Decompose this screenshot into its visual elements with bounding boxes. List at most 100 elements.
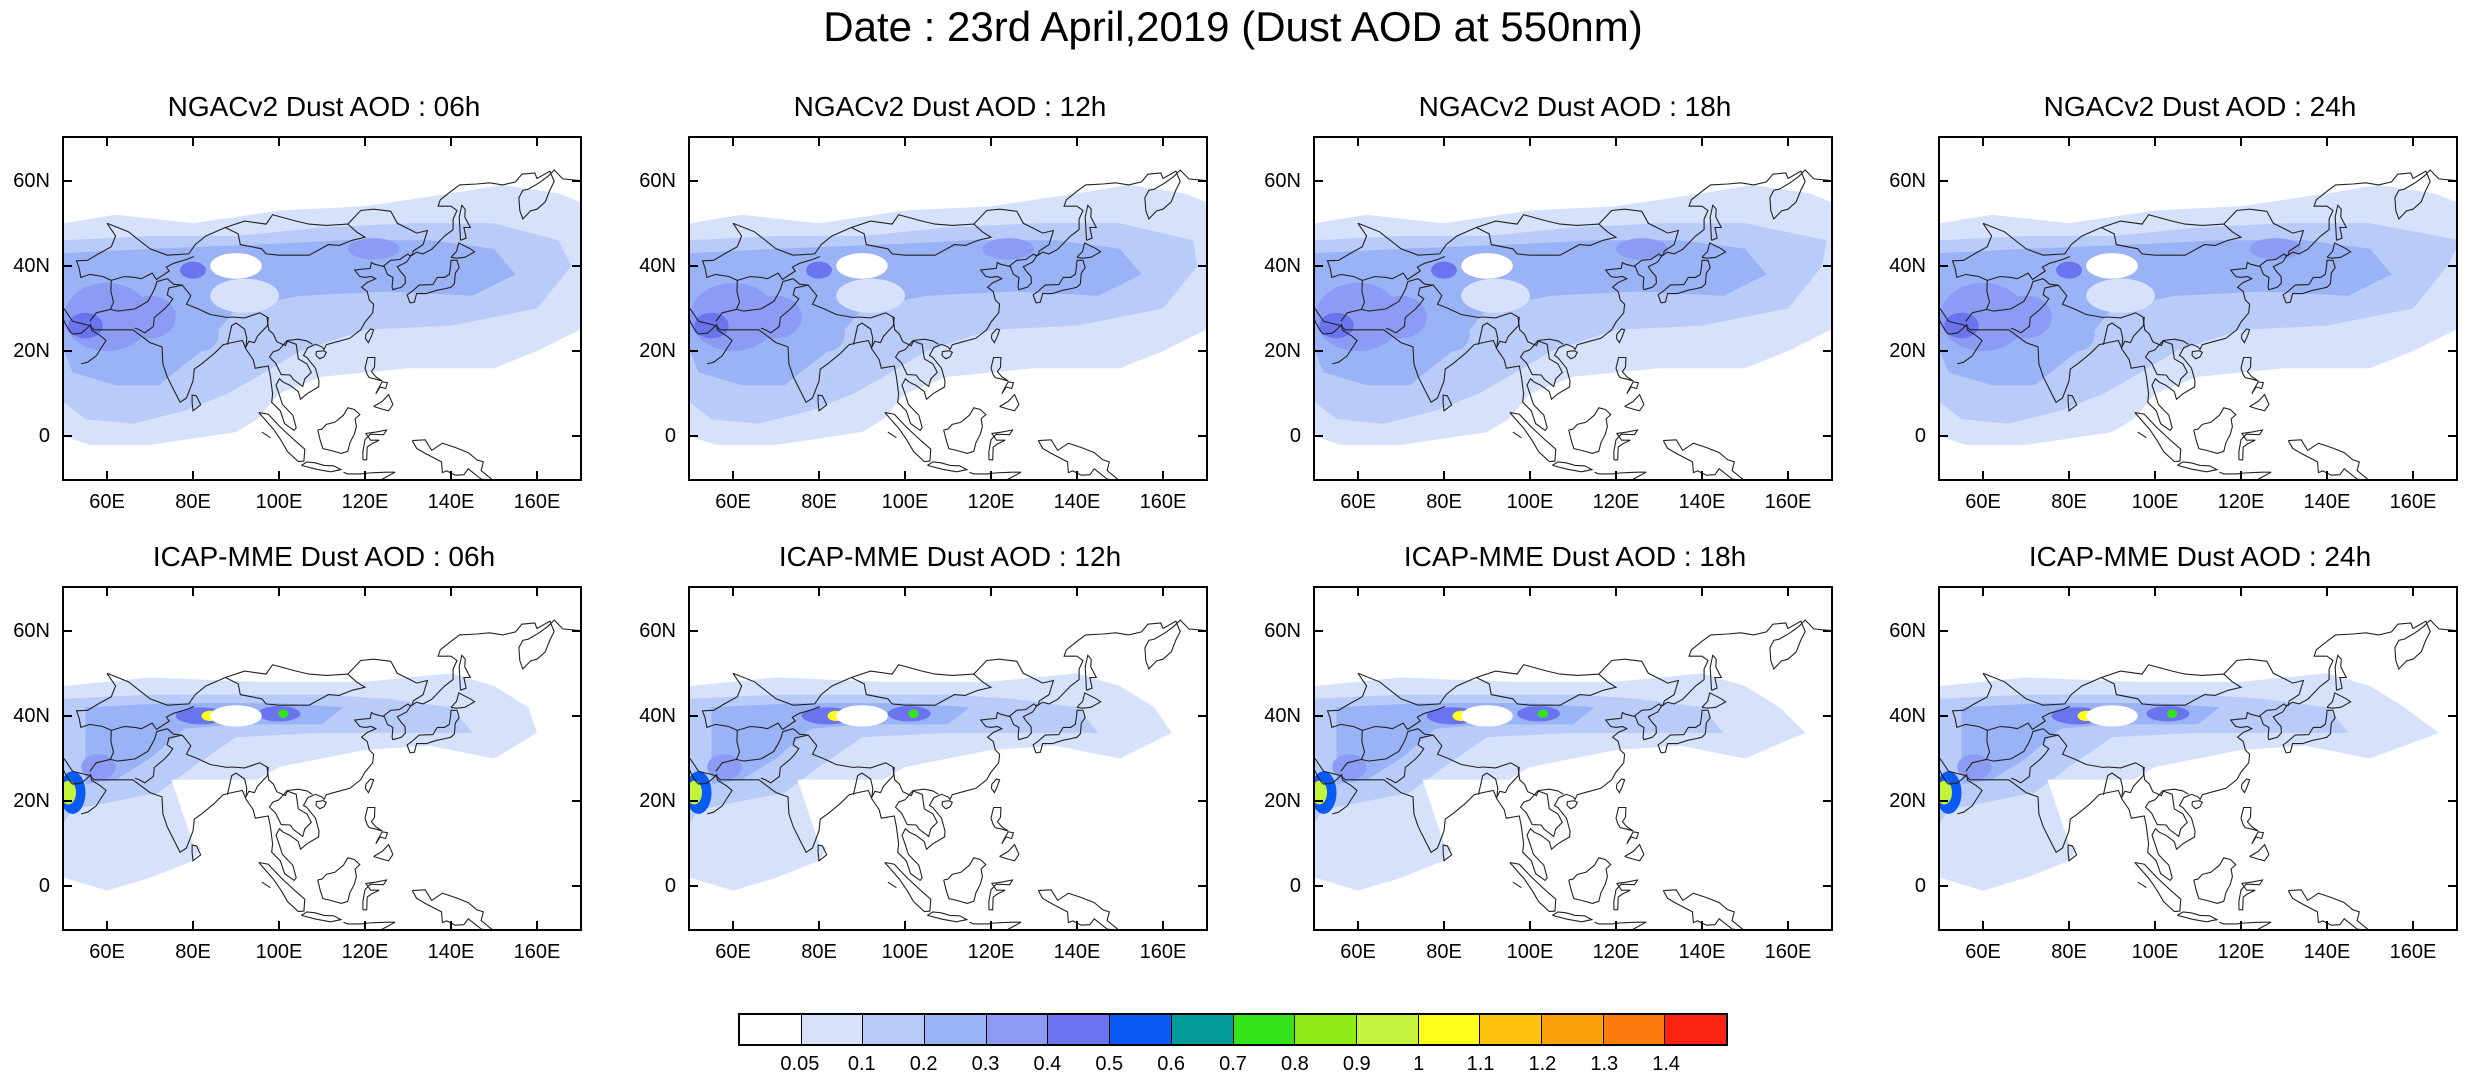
x-tick: [364, 588, 366, 596]
coastline: [226, 772, 248, 798]
colorbar-swatch: [1048, 1015, 1111, 1044]
coastline: [732, 214, 993, 256]
coastline: [1662, 439, 1744, 479]
coastline: [75, 672, 117, 772]
map-panel-ngacv2-06h: NGACv2 Dust AOD : 06h 60N 40N 20N 0 60E 80E 10…: [13, 91, 582, 513]
x-tick: [1076, 921, 1078, 929]
y-tick: [1823, 350, 1831, 353]
coastline: [732, 664, 993, 706]
colorbar-swatch: [1356, 1015, 1419, 1044]
dust-core-max: [1940, 780, 1953, 805]
coastline: [2251, 831, 2265, 845]
coastline: [2249, 393, 2270, 412]
coastline: [315, 800, 328, 810]
x-tick: [818, 588, 820, 596]
coastline: [258, 411, 306, 463]
colorbar-swatch: [925, 1015, 987, 1044]
x-tick-label: 80E: [175, 941, 211, 963]
y-tick-label: 0: [1289, 425, 1301, 448]
coastline: [450, 242, 476, 259]
clear-tibet: [210, 705, 262, 727]
map-panel-ngacv2-24h: NGACv2 Dust AOD : 24h 60N 40N 20N 0 60E 80E 10…: [1889, 91, 2458, 513]
y-tick: [572, 350, 580, 353]
y-tick-label: 60N: [1889, 619, 1926, 642]
coastline: [871, 316, 895, 348]
colorbar-swatch: [1418, 1015, 1481, 1044]
x-tick-label: 120E: [1592, 941, 1640, 963]
colorbar-label: 0.1: [847, 1053, 876, 1075]
colorbar-swatch: [740, 1015, 802, 1044]
x-tick-label: 80E: [1426, 941, 1462, 963]
coastline: [2282, 709, 2336, 754]
dust-core-thar: [2000, 295, 2052, 339]
coastline: [245, 316, 269, 348]
y-tick: [1315, 714, 1323, 717]
x-tick: [2154, 471, 2156, 479]
y-tick: [2448, 629, 2456, 632]
x-tick-label: 80E: [2051, 941, 2087, 963]
clear-tibet: [1461, 253, 1513, 279]
coastline: [258, 861, 306, 913]
coastline: [343, 921, 396, 929]
coastline: [191, 844, 202, 862]
x-tick: [1443, 471, 1445, 479]
coastline: [2177, 911, 2219, 923]
coastline: [2238, 879, 2264, 911]
coastline: [1315, 320, 1358, 365]
coastline: [2010, 284, 2059, 334]
y-tick: [2448, 350, 2456, 353]
colorbar-label: 0.2: [909, 1053, 938, 1075]
coastline: [2334, 204, 2348, 241]
coastline: [64, 770, 107, 815]
x-tick-label: 140E: [2303, 491, 2351, 513]
coastline: [1001, 381, 1015, 395]
y-tick-label: 20N: [639, 790, 676, 813]
y-tick: [690, 435, 698, 438]
coastline: [887, 881, 897, 889]
dust-core: [184, 317, 219, 352]
coastline: [1634, 253, 1662, 267]
x-tick: [106, 138, 108, 146]
y-tick: [572, 629, 580, 632]
dust-core-gobi: [982, 238, 1034, 260]
clear-tibet: [836, 705, 888, 727]
dust-plume-dense: [1940, 240, 2392, 386]
coastline: [134, 284, 183, 334]
coastline: [1701, 242, 1727, 259]
coastline: [191, 394, 202, 412]
y-tick-label: 60N: [1264, 169, 1301, 192]
dust-aod-map: [690, 588, 1206, 929]
y-tick-label: 20N: [1889, 340, 1926, 363]
coastline: [969, 471, 1022, 479]
map-panel-icap-18h: ICAP-MME Dust AOD : 18h 60N 40N 20N 0 60E 80E…: [1264, 541, 1833, 963]
y-tick: [1940, 800, 1948, 803]
coastline: [817, 844, 828, 862]
coastline: [852, 322, 874, 348]
x-tick: [1787, 471, 1789, 479]
coastline: [999, 393, 1020, 412]
x-tick: [2240, 138, 2242, 146]
coastline: [75, 222, 117, 322]
y-tick: [64, 264, 72, 267]
coastline: [364, 328, 375, 344]
coastline: [690, 320, 733, 365]
coastline: [690, 169, 1206, 432]
x-tick-label: 160E: [2389, 491, 2437, 513]
x-tick: [1982, 588, 1984, 596]
coastline: [2137, 881, 2147, 889]
x-tick-label: 140E: [1053, 941, 1101, 963]
x-tick: [990, 588, 992, 596]
x-tick: [450, 471, 452, 479]
coastline: [990, 356, 1009, 382]
x-tick-label: 60E: [89, 941, 125, 963]
coastline: [2326, 692, 2352, 709]
x-tick-label: 60E: [89, 491, 125, 513]
coastline: [973, 208, 1055, 256]
y-tick-label: 20N: [13, 340, 50, 363]
coastline: [1361, 728, 1419, 762]
x-tick-label: 60E: [1965, 941, 2001, 963]
y-tick: [572, 179, 580, 182]
x-tick: [2326, 921, 2328, 929]
coastline: [990, 328, 1001, 344]
coastline: [2067, 844, 2078, 862]
